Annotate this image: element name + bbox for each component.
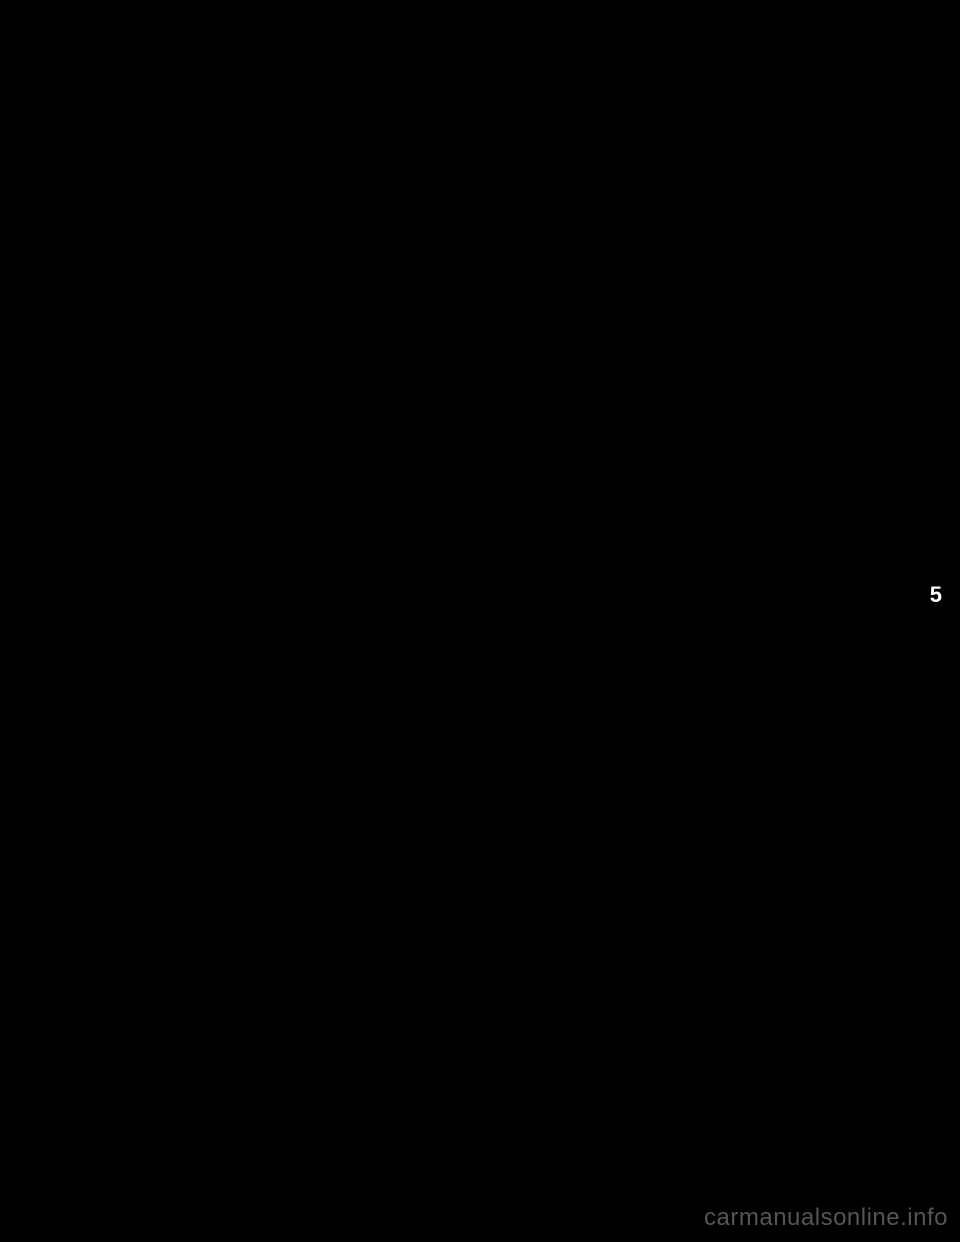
section-number: 5 — [930, 582, 942, 608]
watermark-text: carmanualsonline.info — [704, 1204, 948, 1232]
